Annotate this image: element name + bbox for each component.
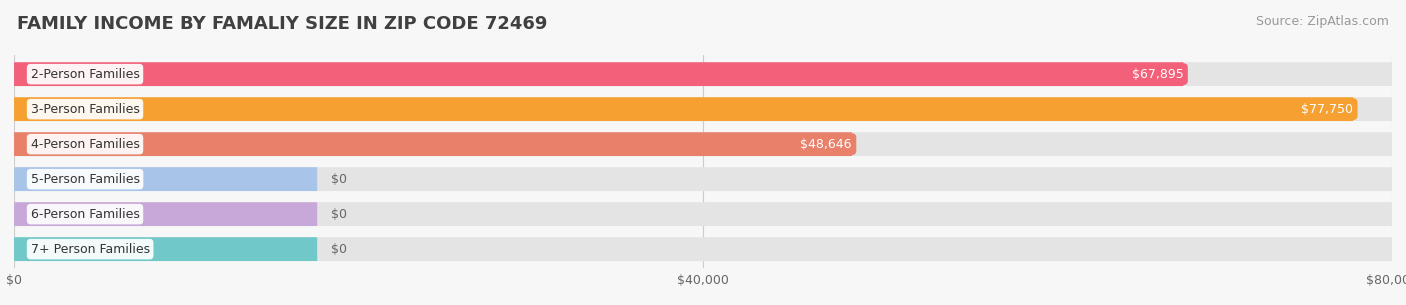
Text: Source: ZipAtlas.com: Source: ZipAtlas.com xyxy=(1256,15,1389,28)
Text: $77,750: $77,750 xyxy=(1301,103,1353,116)
Text: 4-Person Families: 4-Person Families xyxy=(31,138,139,151)
FancyBboxPatch shape xyxy=(14,97,1353,121)
Text: $0: $0 xyxy=(330,208,347,221)
FancyBboxPatch shape xyxy=(14,132,852,156)
FancyBboxPatch shape xyxy=(14,237,318,261)
Text: 5-Person Families: 5-Person Families xyxy=(31,173,139,186)
Text: 3-Person Families: 3-Person Families xyxy=(31,103,139,116)
FancyBboxPatch shape xyxy=(14,62,1392,86)
FancyBboxPatch shape xyxy=(14,62,1184,86)
FancyBboxPatch shape xyxy=(14,237,1392,261)
Text: FAMILY INCOME BY FAMALIY SIZE IN ZIP CODE 72469: FAMILY INCOME BY FAMALIY SIZE IN ZIP COD… xyxy=(17,15,547,33)
Text: 7+ Person Families: 7+ Person Families xyxy=(31,243,149,256)
Text: 2-Person Families: 2-Person Families xyxy=(31,68,139,81)
Text: $0: $0 xyxy=(330,243,347,256)
FancyBboxPatch shape xyxy=(14,167,318,191)
Text: $0: $0 xyxy=(330,173,347,186)
Text: 6-Person Families: 6-Person Families xyxy=(31,208,139,221)
FancyBboxPatch shape xyxy=(14,202,1392,226)
Text: $67,895: $67,895 xyxy=(1132,68,1184,81)
FancyBboxPatch shape xyxy=(14,167,1392,191)
FancyBboxPatch shape xyxy=(14,97,1392,121)
Text: $48,646: $48,646 xyxy=(800,138,852,151)
FancyBboxPatch shape xyxy=(14,132,1392,156)
FancyBboxPatch shape xyxy=(14,202,318,226)
